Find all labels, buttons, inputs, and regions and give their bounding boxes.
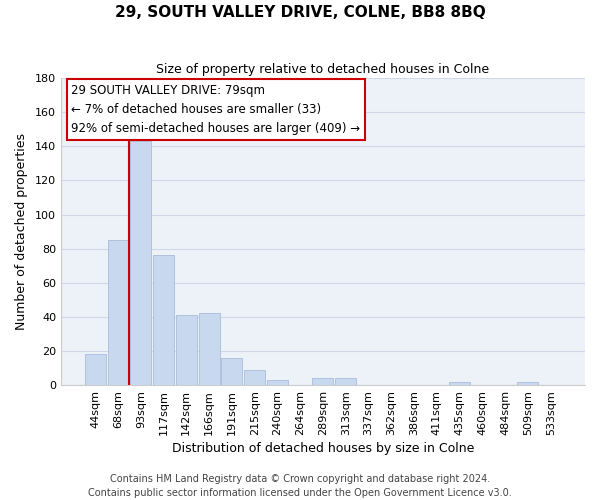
Y-axis label: Number of detached properties: Number of detached properties — [15, 133, 28, 330]
Bar — [221, 358, 242, 385]
Bar — [449, 382, 470, 385]
Bar — [199, 314, 220, 385]
Title: Size of property relative to detached houses in Colne: Size of property relative to detached ho… — [157, 62, 490, 76]
Bar — [267, 380, 288, 385]
Text: 29, SOUTH VALLEY DRIVE, COLNE, BB8 8BQ: 29, SOUTH VALLEY DRIVE, COLNE, BB8 8BQ — [115, 5, 485, 20]
Bar — [153, 256, 174, 385]
Bar — [313, 378, 334, 385]
Bar — [85, 354, 106, 385]
X-axis label: Distribution of detached houses by size in Colne: Distribution of detached houses by size … — [172, 442, 474, 455]
Text: 29 SOUTH VALLEY DRIVE: 79sqm
← 7% of detached houses are smaller (33)
92% of sem: 29 SOUTH VALLEY DRIVE: 79sqm ← 7% of det… — [71, 84, 361, 135]
Bar — [107, 240, 128, 385]
Bar — [517, 382, 538, 385]
Bar — [176, 315, 197, 385]
Bar — [130, 141, 151, 385]
Bar — [244, 370, 265, 385]
Text: Contains HM Land Registry data © Crown copyright and database right 2024.
Contai: Contains HM Land Registry data © Crown c… — [88, 474, 512, 498]
Bar — [335, 378, 356, 385]
